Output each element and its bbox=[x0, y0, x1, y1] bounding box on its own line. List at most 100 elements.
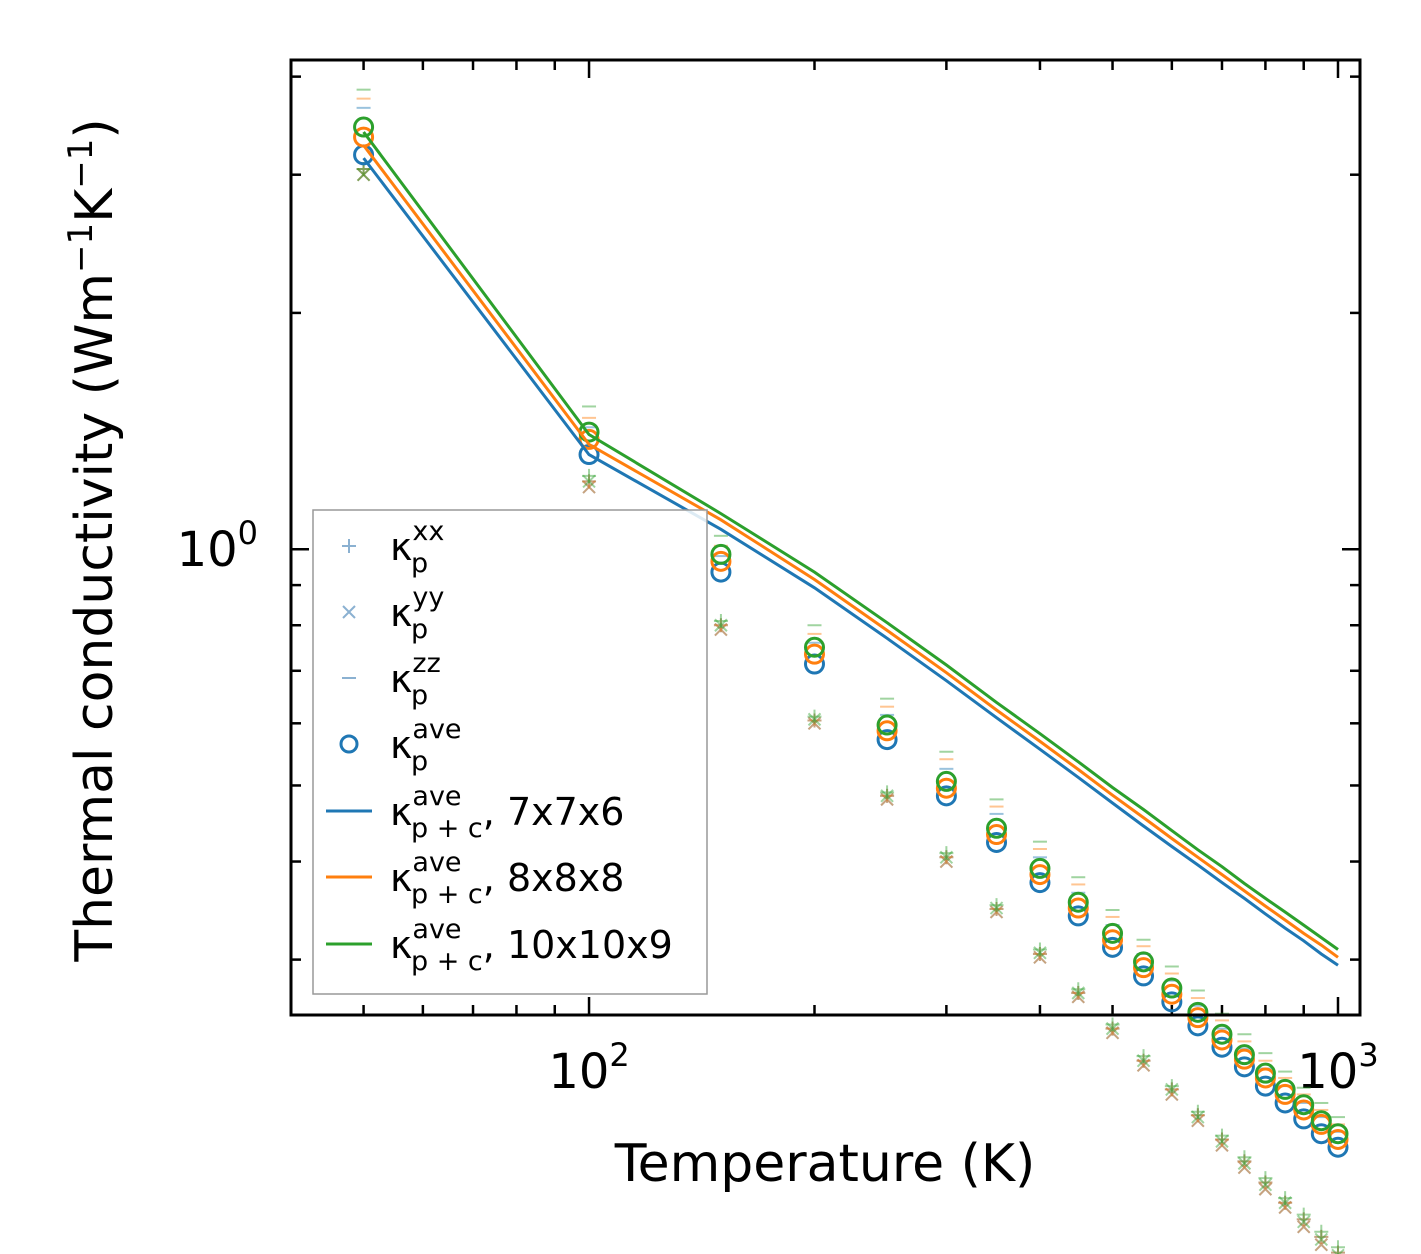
kyy-point bbox=[714, 622, 728, 637]
y-axis-label-main: Thermal conductivity (Wm bbox=[65, 273, 125, 963]
kxx-point bbox=[1314, 1224, 1329, 1239]
legend-label: κave p bbox=[390, 714, 462, 777]
legend-entry-kpc-8x8x8: κave p + c, 8x8x8 bbox=[326, 847, 624, 910]
kxx-point bbox=[1278, 1195, 1293, 1210]
axis-tick-labels: 102 103 100 bbox=[177, 514, 1379, 1100]
kyy-point bbox=[1191, 1114, 1205, 1128]
kxx-point bbox=[1164, 1079, 1179, 1094]
series-7x7x6 bbox=[356, 106, 1345, 1254]
x-tick-label: 103 bbox=[1297, 1036, 1378, 1100]
kyy-point bbox=[1215, 1138, 1229, 1152]
y-axis-label-exp1: −1 bbox=[61, 223, 101, 273]
kyy-point bbox=[989, 905, 1004, 919]
kxx-point bbox=[1258, 1175, 1273, 1190]
kxx-point bbox=[1071, 986, 1086, 1000]
kave-point bbox=[1327, 1128, 1349, 1150]
kave-point bbox=[803, 636, 825, 658]
kyy-point bbox=[1105, 1026, 1120, 1040]
kxx-point bbox=[1190, 1104, 1205, 1119]
kave-point bbox=[1233, 1044, 1255, 1066]
legend-frame bbox=[312, 509, 708, 995]
kave-point bbox=[986, 824, 1008, 846]
kyy-point bbox=[807, 712, 822, 727]
kxx-point bbox=[1105, 1021, 1120, 1036]
kyy-point bbox=[939, 850, 954, 865]
kyy-point bbox=[939, 854, 954, 869]
kave-point bbox=[710, 550, 732, 572]
kave-point bbox=[1161, 983, 1183, 1005]
kyy-point bbox=[1297, 1215, 1311, 1229]
kyy-point bbox=[1314, 1232, 1329, 1247]
kxx-point bbox=[1330, 1240, 1345, 1254]
plot-area bbox=[353, 88, 1349, 1254]
kave-point bbox=[1133, 965, 1155, 987]
kave-point bbox=[1133, 957, 1155, 979]
kxx-point bbox=[1278, 1195, 1293, 1210]
legend-entry-kzz: κzz p bbox=[342, 648, 441, 711]
kxx-point bbox=[1164, 1082, 1179, 1097]
kxx-point bbox=[1136, 1053, 1151, 1068]
kyy-point bbox=[880, 792, 894, 807]
kxx-point bbox=[1190, 1108, 1205, 1123]
kyy-point bbox=[1237, 1156, 1252, 1171]
axis-ticks bbox=[289, 60, 1360, 1015]
kxx-point bbox=[807, 709, 822, 724]
kyy-point bbox=[1215, 1134, 1229, 1149]
kyy-point bbox=[880, 789, 894, 803]
legend-entry-kave: κave p bbox=[339, 714, 462, 777]
kxx-point bbox=[1190, 1108, 1205, 1123]
kyy-point bbox=[1105, 1021, 1120, 1036]
kyy-point bbox=[1071, 986, 1085, 1000]
kyy-point bbox=[1314, 1237, 1329, 1252]
kxx-point bbox=[880, 785, 895, 800]
kyy-point bbox=[1165, 1082, 1179, 1097]
kxx-point bbox=[1237, 1150, 1252, 1165]
kave-point bbox=[1211, 1036, 1233, 1058]
kxx-point bbox=[1237, 1154, 1252, 1169]
kxx-point bbox=[1314, 1229, 1329, 1244]
legend-label: κave p + c, 10x10x9 bbox=[390, 914, 673, 977]
kave-point bbox=[1133, 951, 1155, 973]
kxx-point bbox=[880, 788, 895, 803]
kxx-point bbox=[939, 850, 954, 865]
series-10x10x9 bbox=[356, 88, 1345, 1254]
kave-point bbox=[935, 770, 957, 792]
kyy-point bbox=[356, 167, 371, 182]
kyy-point bbox=[1033, 950, 1047, 965]
kxx-point bbox=[989, 902, 1004, 917]
kave-point bbox=[1254, 1062, 1276, 1084]
kxx-point bbox=[939, 850, 954, 865]
kyy-point bbox=[880, 792, 894, 807]
kxx-point bbox=[1296, 1207, 1311, 1222]
x-axis-label: Temperature (K) bbox=[614, 1134, 1036, 1194]
kave-point bbox=[876, 720, 898, 742]
kxx-point bbox=[807, 713, 822, 728]
kave-point bbox=[935, 785, 957, 807]
kyy-point bbox=[1136, 1058, 1151, 1073]
kave-point bbox=[986, 831, 1008, 853]
kyy-point bbox=[1136, 1054, 1151, 1068]
kyy-point bbox=[989, 905, 1004, 919]
kave-point bbox=[1067, 897, 1089, 919]
kxx-point bbox=[1071, 986, 1086, 1000]
legend-entry-kpc-10x10x9: κave p + c, 10x10x9 bbox=[326, 914, 673, 977]
kave-point bbox=[1161, 977, 1183, 999]
kave-point bbox=[1102, 929, 1124, 951]
kyy-point bbox=[1191, 1114, 1205, 1128]
kxx-point bbox=[939, 846, 954, 861]
kave-point bbox=[1029, 857, 1051, 879]
kxx-point bbox=[1296, 1212, 1311, 1227]
kxx-point bbox=[582, 468, 597, 483]
kxx-point bbox=[1071, 982, 1086, 997]
kpc-line-8x8x8 bbox=[362, 144, 1339, 959]
kpc-line-10x10x9 bbox=[362, 131, 1339, 951]
legend-entry-kpc-7x7x6: κave p + c, 7x7x6 bbox=[326, 781, 624, 844]
y-axis-label-mid: K bbox=[65, 187, 125, 223]
kyy-point bbox=[1331, 1248, 1345, 1254]
x-tick-label: 102 bbox=[548, 1036, 629, 1100]
kxx-point bbox=[989, 898, 1004, 913]
kxx-point bbox=[880, 788, 895, 803]
series-8x8x8 bbox=[356, 97, 1345, 1254]
